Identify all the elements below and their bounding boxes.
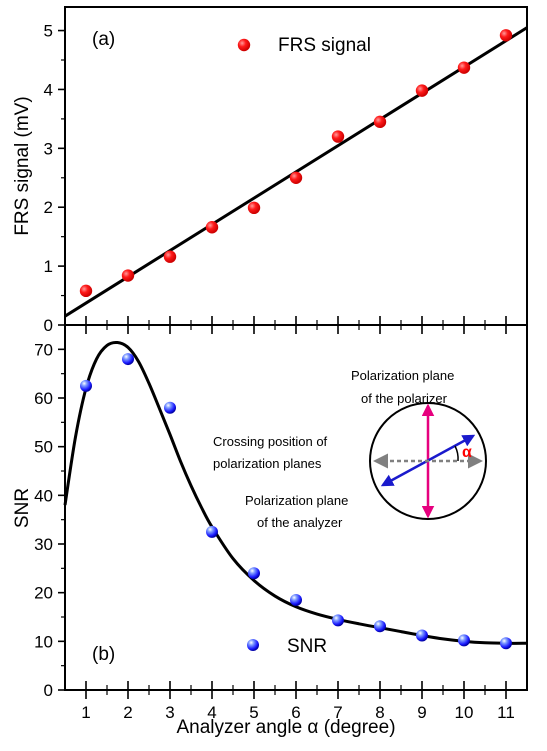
polarization-inset: Polarization plane of the polarizer Cros…: [213, 368, 487, 530]
y-tick-label-4: 4: [44, 80, 53, 99]
snr-point-1: [80, 379, 92, 392]
frs-point-8: [373, 115, 387, 129]
snr-point-8: [374, 620, 386, 633]
y-tick-label-20: 20: [34, 584, 53, 603]
x-tick-label-9: 9: [417, 703, 426, 722]
snr-point-6: [290, 593, 302, 606]
y-tick-label-0: 0: [44, 681, 53, 700]
y-tick-label-2: 2: [44, 198, 53, 217]
frs-point-1: [79, 284, 93, 298]
x-tick-label-4: 4: [207, 703, 216, 722]
y-tick-label-0: 0: [44, 316, 53, 335]
panel-b-legend: SNR: [247, 636, 327, 657]
x-tick-label-6: 6: [291, 703, 300, 722]
y-tick-label-60: 60: [34, 389, 53, 408]
x-tick-label-11: 11: [497, 703, 515, 722]
x-tick-label-7: 7: [333, 703, 342, 722]
legend-label-snr: SNR: [287, 636, 327, 657]
snr-point-4: [206, 525, 218, 538]
panel-a-ylabel: FRS signal (mV): [12, 96, 33, 235]
inset-circle: [369, 402, 487, 520]
snr-point-11: [500, 637, 512, 650]
snr-point-2: [122, 353, 134, 366]
inset-polarizer-label-1: Polarization plane: [351, 368, 454, 383]
legend-label-frs: FRS signal: [278, 35, 371, 56]
panel-b-ticks: 1 2 3 4 5 6 7 8 9 10 11 0 10 20 30 40 50 60 70: [34, 340, 515, 722]
frs-point-3: [163, 250, 177, 263]
y-tick-label-5: 5: [44, 22, 53, 41]
x-tick-label-1: 1: [81, 703, 90, 722]
panel-b-points: [80, 353, 512, 650]
frs-point-4: [205, 221, 219, 234]
y-tick-label-10: 10: [34, 632, 53, 651]
panel-a-ticks: 0 1 2 3 4 5: [44, 22, 507, 335]
snr-point-3: [164, 401, 176, 414]
snr-point-9: [416, 629, 428, 642]
y-tick-label-40: 40: [34, 486, 53, 505]
x-tick-label-2: 2: [123, 703, 132, 722]
frs-point-7: [331, 130, 345, 143]
inset-crossing-label-1: Crossing position of: [213, 434, 328, 449]
panel-b-ylabel: SNR: [12, 488, 33, 528]
legend-marker-frs: [237, 38, 251, 52]
frs-point-2: [121, 269, 135, 282]
y-tick-label-50: 50: [34, 438, 53, 457]
frs-point-11: [499, 29, 513, 42]
x-tick-label-5: 5: [249, 703, 258, 722]
angle-arc: [454, 445, 459, 462]
inset-analyzer-label-2: of the analyzer: [257, 515, 343, 530]
x-tick-label-3: 3: [165, 703, 174, 722]
panel-a-label: (a): [92, 29, 115, 50]
panel-a-points: [79, 29, 513, 298]
y-tick-label-30: 30: [34, 535, 53, 554]
panel-b-xlabel: Analyzer angle α (degree): [176, 717, 395, 738]
panel-b-label: (b): [92, 644, 115, 665]
frs-point-10: [457, 61, 471, 74]
y-tick-label-1: 1: [44, 257, 53, 276]
x-tick-label-10: 10: [455, 703, 474, 722]
y-tick-label-3: 3: [44, 139, 53, 158]
x-tick-label-8: 8: [375, 703, 384, 722]
frs-point-6: [289, 171, 303, 184]
panel-a: 0 1 2 3 4 5 (a) FRS signal FRS signal (mV): [12, 6, 528, 335]
inset-analyzer-label-1: Polarization plane: [245, 493, 348, 508]
frs-point-9: [415, 84, 429, 97]
snr-point-5: [248, 567, 260, 580]
inset-crossing-label-2: polarization planes: [213, 456, 322, 471]
panel-a-legend: FRS signal: [237, 35, 371, 56]
snr-point-10: [458, 634, 470, 647]
frs-point-5: [247, 201, 261, 215]
angle-symbol: α: [462, 444, 472, 461]
y-tick-label-70: 70: [34, 340, 53, 359]
panel-b: 1 2 3 4 5 6 7 8 9 10 11 0 10 20 30 40 50 60 70 (b) SNR SNR…: [12, 324, 528, 738]
legend-marker-snr: [247, 639, 259, 651]
snr-point-7: [332, 614, 344, 627]
